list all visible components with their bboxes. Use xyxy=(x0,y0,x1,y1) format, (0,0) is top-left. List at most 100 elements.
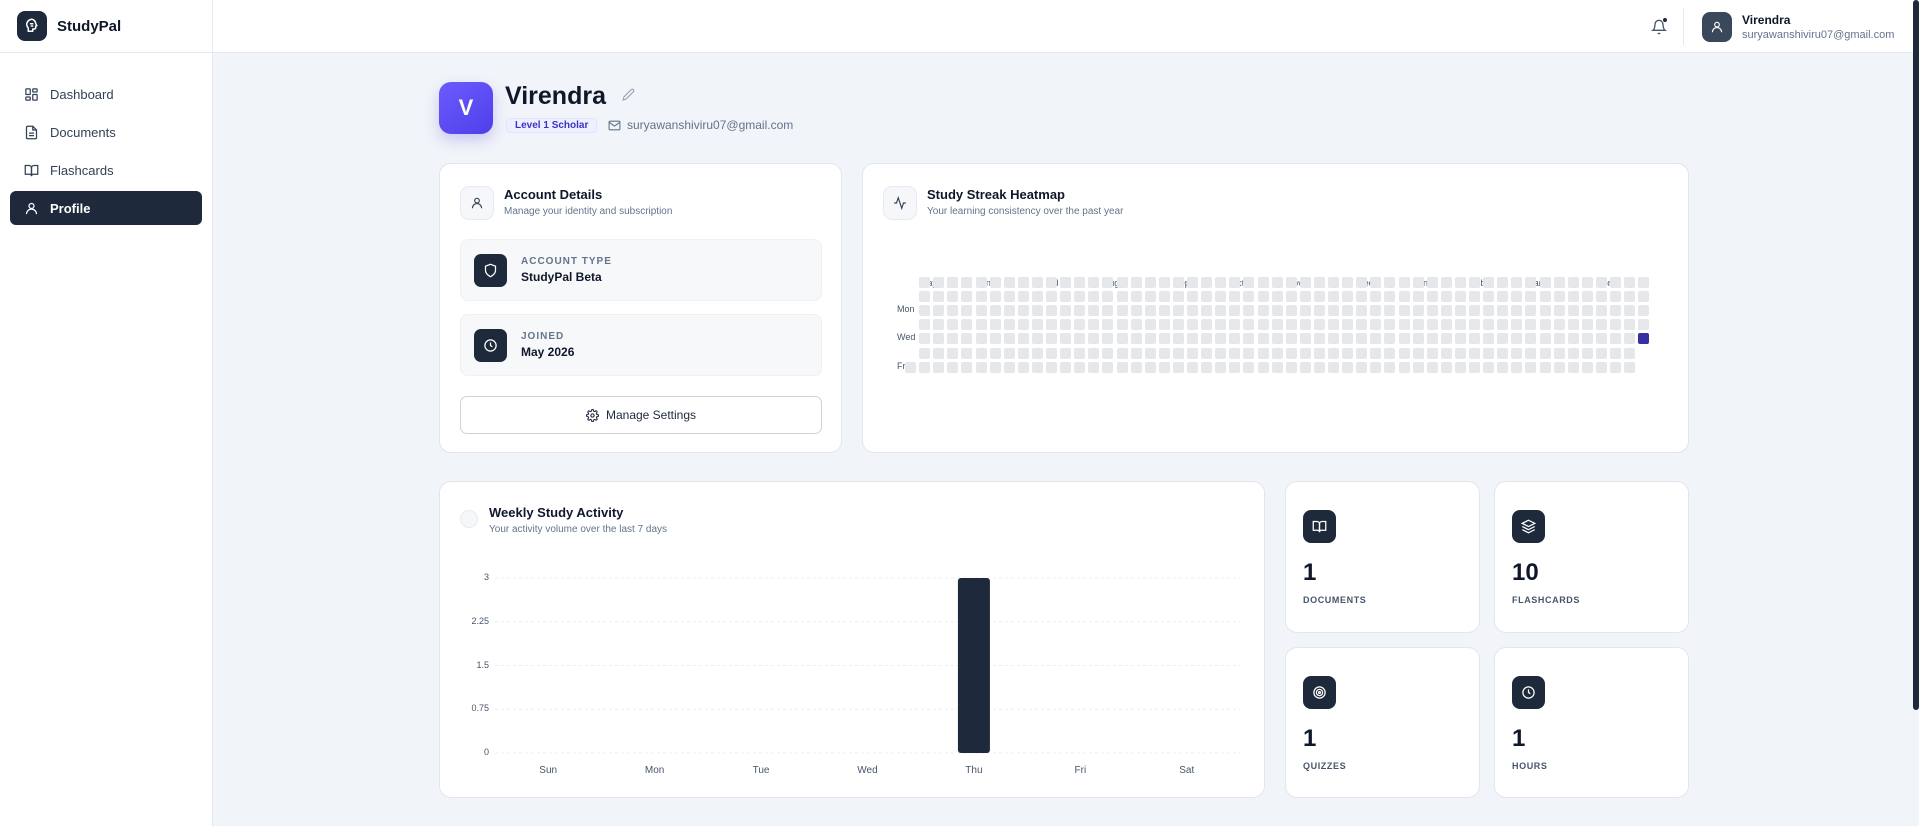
heatmap-cell[interactable] xyxy=(1595,347,1607,359)
heatmap-cell[interactable] xyxy=(1130,361,1142,373)
heatmap-cell[interactable] xyxy=(989,277,1001,288)
heatmap-cell[interactable] xyxy=(1144,305,1156,317)
heatmap-cell[interactable] xyxy=(1595,361,1607,373)
heatmap-cell[interactable] xyxy=(1243,291,1255,303)
heatmap-cell[interactable] xyxy=(1074,319,1086,331)
heatmap-cell[interactable] xyxy=(1511,347,1523,359)
heatmap-cell[interactable] xyxy=(1398,361,1410,373)
heatmap-cell[interactable] xyxy=(947,333,959,345)
heatmap-cell[interactable] xyxy=(1229,291,1241,303)
heatmap-cell[interactable] xyxy=(1440,277,1452,288)
heatmap-cell[interactable] xyxy=(1215,347,1227,359)
heatmap-cell[interactable] xyxy=(975,305,987,317)
heatmap-cell[interactable] xyxy=(1060,319,1072,331)
heatmap-cell[interactable] xyxy=(1130,333,1142,345)
heatmap-cell[interactable] xyxy=(1172,305,1184,317)
heatmap-cell[interactable] xyxy=(1116,305,1128,317)
chart-bar[interactable] xyxy=(957,578,990,753)
heatmap-cell[interactable] xyxy=(933,277,945,288)
heatmap-cell[interactable] xyxy=(1412,291,1424,303)
heatmap-cell[interactable] xyxy=(1201,277,1213,288)
heatmap-cell[interactable] xyxy=(1525,333,1537,345)
heatmap-cell[interactable] xyxy=(1257,291,1269,303)
heatmap-cell[interactable] xyxy=(1313,361,1325,373)
heatmap-cell[interactable] xyxy=(919,291,931,303)
heatmap-cell[interactable] xyxy=(1595,277,1607,288)
heatmap-cell[interactable] xyxy=(1187,361,1198,373)
heatmap-cell[interactable] xyxy=(1567,319,1579,331)
heatmap-cell[interactable] xyxy=(1060,361,1072,373)
heatmap-cell[interactable] xyxy=(1398,305,1410,317)
heatmap-cell[interactable] xyxy=(1102,333,1114,345)
heatmap-cell[interactable] xyxy=(1271,291,1283,303)
heatmap-cell[interactable] xyxy=(1539,319,1551,331)
heatmap-cell[interactable] xyxy=(1454,305,1466,317)
heatmap-cell[interactable] xyxy=(1003,319,1015,331)
heatmap-cell[interactable] xyxy=(1610,291,1621,303)
heatmap-cell[interactable] xyxy=(1454,361,1466,373)
heatmap-cell[interactable] xyxy=(1088,277,1100,288)
heatmap-cell[interactable] xyxy=(1144,319,1156,331)
heatmap-cell[interactable] xyxy=(1060,333,1072,345)
notifications-button[interactable] xyxy=(1646,14,1672,40)
heatmap-cell[interactable] xyxy=(1525,361,1537,373)
heatmap-cell[interactable] xyxy=(1313,291,1325,303)
heatmap-cell[interactable] xyxy=(1285,305,1297,317)
heatmap-cell[interactable] xyxy=(1257,305,1269,317)
heatmap-cell[interactable] xyxy=(1172,319,1184,331)
heatmap-cell[interactable] xyxy=(1426,291,1438,303)
brand[interactable]: StudyPal xyxy=(0,0,212,53)
heatmap-cell[interactable] xyxy=(1384,361,1396,373)
heatmap-cell[interactable] xyxy=(1257,277,1269,288)
heatmap-cell[interactable] xyxy=(1525,277,1537,288)
heatmap-cell[interactable] xyxy=(1497,361,1509,373)
heatmap-cell[interactable] xyxy=(1130,347,1142,359)
heatmap-cell[interactable] xyxy=(1567,291,1579,303)
heatmap-cell[interactable] xyxy=(1271,305,1283,317)
heatmap-cell[interactable] xyxy=(1116,277,1128,288)
heatmap-cell[interactable] xyxy=(1426,319,1438,331)
heatmap-cell[interactable] xyxy=(1624,361,1636,373)
heatmap-cell[interactable] xyxy=(1172,291,1184,303)
heatmap-cell[interactable] xyxy=(1046,277,1057,288)
heatmap-cell[interactable] xyxy=(1257,319,1269,331)
heatmap-cell[interactable] xyxy=(1074,361,1086,373)
heatmap-cell[interactable] xyxy=(1172,333,1184,345)
heatmap-cell[interactable] xyxy=(1017,319,1029,331)
heatmap-cell[interactable] xyxy=(1144,361,1156,373)
heatmap-cell[interactable] xyxy=(947,277,959,288)
heatmap-cell[interactable] xyxy=(1497,347,1509,359)
heatmap-cell[interactable] xyxy=(1440,305,1452,317)
heatmap-cell[interactable] xyxy=(1201,305,1213,317)
heatmap-cell[interactable] xyxy=(947,319,959,331)
heatmap-cell[interactable] xyxy=(933,333,945,345)
heatmap-cell[interactable] xyxy=(1581,333,1593,345)
heatmap-cell[interactable] xyxy=(1257,361,1269,373)
heatmap-cell[interactable] xyxy=(1497,291,1509,303)
heatmap-cell[interactable] xyxy=(1074,333,1086,345)
heatmap-cell[interactable] xyxy=(1313,347,1325,359)
heatmap-cell[interactable] xyxy=(1299,347,1311,359)
heatmap-cell[interactable] xyxy=(961,291,973,303)
heatmap-cell[interactable] xyxy=(1595,291,1607,303)
heatmap-cell[interactable] xyxy=(1511,291,1523,303)
heatmap-cell[interactable] xyxy=(1158,277,1170,288)
heatmap-cell[interactable] xyxy=(975,319,987,331)
heatmap-cell[interactable] xyxy=(1440,333,1452,345)
sidebar-item-flashcards[interactable]: Flashcards xyxy=(10,153,202,187)
heatmap-cell[interactable] xyxy=(1088,291,1100,303)
heatmap-cell[interactable] xyxy=(1003,305,1015,317)
heatmap-cell[interactable] xyxy=(1356,305,1368,317)
heatmap-cell[interactable] xyxy=(1370,277,1382,288)
heatmap-cell[interactable] xyxy=(1285,277,1297,288)
heatmap-cell[interactable] xyxy=(1031,319,1043,331)
heatmap-cell[interactable] xyxy=(1497,305,1509,317)
heatmap-cell[interactable] xyxy=(1201,361,1213,373)
heatmap-cell[interactable] xyxy=(1003,333,1015,345)
heatmap-cell[interactable] xyxy=(1017,277,1029,288)
heatmap-cell[interactable] xyxy=(1158,361,1170,373)
heatmap-cell[interactable] xyxy=(1356,277,1368,288)
heatmap-cell[interactable] xyxy=(933,291,945,303)
heatmap-cell[interactable] xyxy=(1370,319,1382,331)
heatmap-cell[interactable] xyxy=(989,333,1001,345)
